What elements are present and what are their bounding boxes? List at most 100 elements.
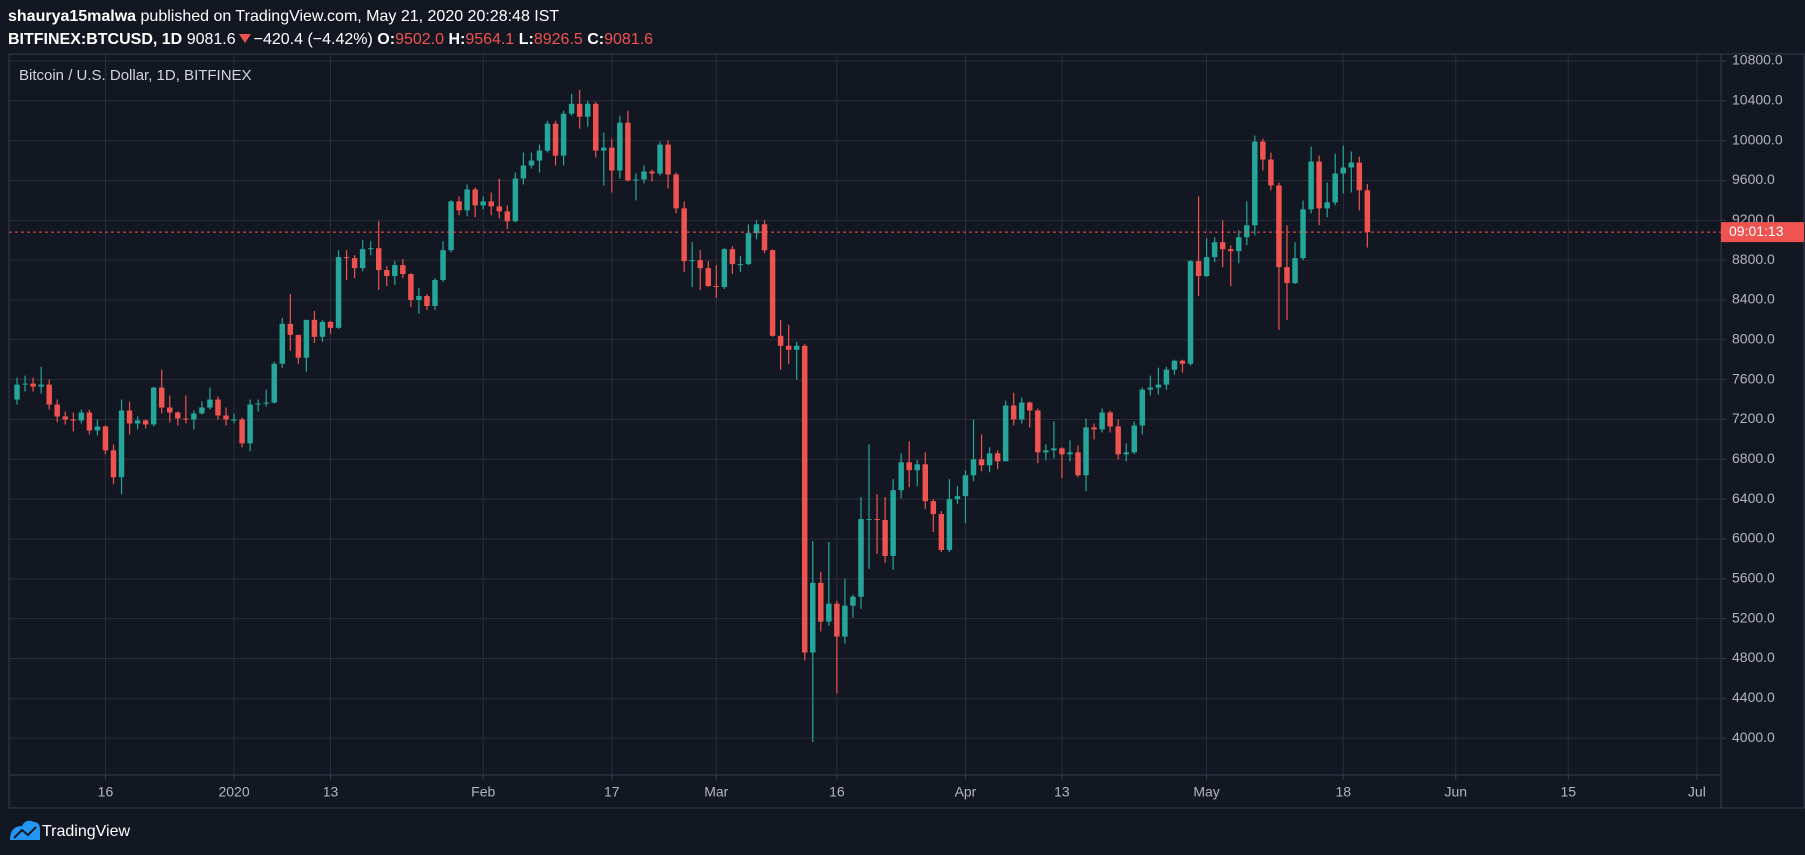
candle-body <box>962 475 969 497</box>
candle-body <box>1348 162 1355 168</box>
candle-body <box>1075 452 1081 476</box>
candle-body <box>1211 242 1218 258</box>
candle-body <box>906 462 912 471</box>
candle-body <box>1268 159 1274 186</box>
candle-body <box>898 462 904 491</box>
y-tick-label: 9600.0 <box>1732 171 1775 187</box>
candle-body <box>713 286 720 288</box>
candle-body <box>102 426 109 451</box>
publish-line: shaurya15malwa published on TradingView.… <box>8 5 653 28</box>
candle-body <box>697 260 703 269</box>
candle-body <box>351 258 358 269</box>
candle-body <box>1043 450 1049 453</box>
candle-body <box>1171 360 1178 370</box>
candle-body <box>1292 258 1298 284</box>
symbol-line: BITFINEX:BTCUSD, 1D 9081.6 −420.4 (−4.42%… <box>8 28 653 51</box>
candle-body <box>528 160 535 166</box>
ohlc-label: O: <box>377 31 396 48</box>
candle-body <box>777 335 784 346</box>
candle-body <box>584 103 591 117</box>
candle-body <box>311 319 318 337</box>
candle-body <box>1099 412 1105 430</box>
candle-body <box>1107 412 1113 427</box>
x-tick-label: Feb <box>471 784 495 800</box>
candle-body <box>560 113 567 156</box>
candle-body <box>247 404 253 444</box>
symbol: BITFINEX:BTCUSD, 1D <box>8 31 183 48</box>
plot-border <box>8 53 1722 776</box>
candle-body <box>689 260 695 262</box>
candle-body <box>930 501 937 515</box>
candle-body <box>38 384 44 387</box>
candle-body <box>866 519 872 521</box>
candle-body <box>520 165 527 179</box>
candle-body <box>1187 261 1194 364</box>
y-tick-label: 5600.0 <box>1732 570 1775 586</box>
candle-body <box>544 123 551 151</box>
candle-body <box>1195 261 1202 277</box>
candle-body <box>118 410 125 478</box>
candle-body <box>625 122 631 181</box>
candle-body <box>134 420 141 424</box>
candle-body <box>472 189 478 206</box>
candle-body <box>1091 427 1097 430</box>
candle-body <box>432 280 438 306</box>
candle-body <box>287 323 294 335</box>
candle-body <box>970 459 977 476</box>
candle-body <box>448 201 454 251</box>
ohlc-value: 9081.6 <box>604 31 654 48</box>
candle-body <box>673 174 679 209</box>
candle-body <box>1059 448 1065 455</box>
candle-body <box>1203 257 1210 277</box>
candle-body <box>1284 267 1290 284</box>
header: shaurya15malwa published on TradingView.… <box>8 5 653 51</box>
candle-body <box>255 403 261 405</box>
candle-body <box>769 250 776 336</box>
candle-body <box>1236 237 1242 252</box>
candle-body <box>818 582 824 622</box>
candle-body <box>110 450 117 478</box>
candle-body <box>70 419 77 421</box>
candle-body <box>593 103 599 151</box>
candle-body <box>1364 190 1371 233</box>
candle-body <box>150 387 157 425</box>
candle-body <box>938 514 945 550</box>
candle-body <box>576 103 583 117</box>
candle-body <box>978 459 985 466</box>
candle-body <box>30 383 36 387</box>
candle-body <box>850 596 856 606</box>
x-tick-label: 17 <box>604 784 620 800</box>
ohlc-value: 9502.0 <box>395 31 444 48</box>
y-tick-label: 8800.0 <box>1732 251 1775 267</box>
candle-body <box>408 274 414 300</box>
candle-body <box>22 383 28 385</box>
candle-body <box>480 201 486 206</box>
candle-body <box>239 419 245 444</box>
candle-body <box>183 418 189 420</box>
candle-body <box>94 426 101 431</box>
candle-body <box>665 144 671 175</box>
candle-body <box>657 144 663 174</box>
x-tick-label: Jul <box>1688 784 1706 800</box>
candle-body <box>729 249 736 265</box>
candle-body <box>1276 185 1282 268</box>
candle-body <box>512 178 519 222</box>
x-tick-label: Jun <box>1444 784 1467 800</box>
x-tick-label: 16 <box>829 784 845 800</box>
y-tick-label: 7200.0 <box>1732 410 1775 426</box>
y-tick-label: 4800.0 <box>1732 649 1775 665</box>
candle-body <box>488 201 494 207</box>
candle-body <box>1340 167 1346 174</box>
candle-body <box>167 407 173 413</box>
candle-body <box>375 248 382 271</box>
candle-body <box>882 520 888 556</box>
down-arrow <box>238 34 251 43</box>
candle-body <box>199 407 205 414</box>
y-tick-label: 6000.0 <box>1732 530 1775 546</box>
x-tick-label: Apr <box>955 784 977 800</box>
candle-body <box>914 464 920 471</box>
candle-body <box>271 363 277 403</box>
x-tick-label: 15 <box>1560 784 1576 800</box>
